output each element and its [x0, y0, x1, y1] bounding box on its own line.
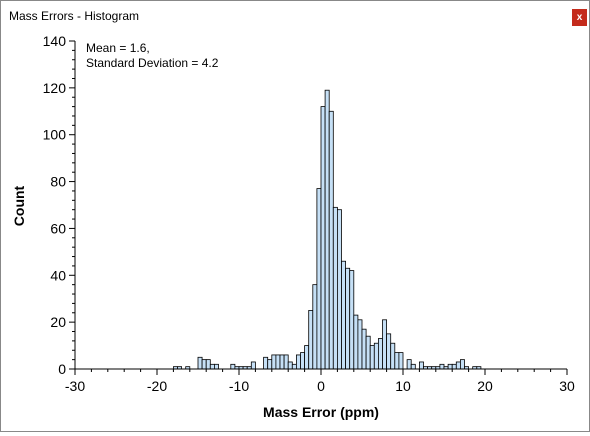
close-button[interactable]: x — [572, 9, 587, 26]
histogram-bar — [365, 335, 371, 370]
histogram-bar — [332, 206, 338, 370]
histogram-bar — [197, 356, 203, 370]
histogram-bar — [308, 310, 314, 370]
x-tick-label: -20 — [147, 378, 167, 394]
x-tick-label: -10 — [229, 378, 249, 394]
histogram-bar — [201, 359, 207, 370]
histogram-bar — [382, 319, 387, 370]
x-axis-label: Mass Error (ppm) — [263, 404, 379, 420]
title-bar[interactable]: Mass Errors - Histogram x — [1, 1, 589, 32]
histogram-bar — [304, 345, 310, 370]
histogram-bar — [312, 284, 318, 370]
histogram-bar — [357, 319, 363, 370]
y-tick-label: 20 — [50, 314, 66, 330]
histogram-bar — [418, 361, 424, 370]
histogram-bar — [390, 342, 396, 370]
histogram-bar — [353, 314, 359, 370]
histogram-bar — [275, 354, 281, 370]
histogram-bar — [459, 359, 465, 370]
histogram-bar — [386, 333, 392, 370]
histogram-bar — [341, 260, 346, 370]
histogram-bar — [398, 352, 404, 370]
window-title: Mass Errors - Histogram — [9, 9, 140, 23]
histogram-bar — [267, 359, 273, 370]
histogram-bar — [213, 363, 219, 370]
histogram-bar — [287, 361, 293, 370]
histogram-chart: -30 -20 -10 0 10 20 30 0 20 40 60 80 100 120 140 Mean … — [11, 33, 575, 420]
histogram-bar — [271, 354, 277, 370]
histogram-bar — [320, 106, 326, 370]
histogram-bar — [373, 342, 379, 370]
histogram-bar — [300, 352, 305, 370]
y-tick-label: 100 — [43, 127, 67, 143]
histogram-bar — [410, 363, 416, 370]
x-tick-label: 20 — [477, 378, 493, 394]
histogram-bar — [279, 354, 285, 370]
histogram-bar — [406, 359, 412, 370]
histogram-bar — [250, 361, 256, 370]
histogram-bar — [451, 363, 457, 370]
histogram-bar — [283, 354, 289, 370]
histogram-bar — [349, 270, 355, 370]
x-tick-label: 0 — [317, 378, 325, 394]
histogram-bar — [328, 110, 334, 370]
histogram-bar — [447, 363, 453, 370]
histogram-bar — [369, 345, 375, 370]
y-tick-label: 120 — [43, 80, 67, 96]
y-axis-label: Count — [11, 185, 27, 226]
chart-area: -30 -20 -10 0 10 20 30 0 20 40 60 80 100 120 140 Mean … — [1, 32, 589, 431]
y-tick-label: 40 — [50, 267, 66, 283]
histogram-bar — [230, 363, 236, 370]
histogram-bar — [324, 89, 330, 370]
histogram-bar — [394, 352, 400, 370]
histogram-bar — [209, 363, 215, 370]
histogram-bar — [455, 361, 461, 370]
histogram-bar — [205, 359, 211, 370]
x-tick-label: -30 — [65, 378, 85, 394]
histogram-bar — [361, 328, 367, 370]
histogram-bar — [291, 363, 297, 370]
histogram-bar — [263, 356, 269, 370]
x-tick-label: 30 — [559, 378, 575, 394]
histogram-bar — [439, 363, 445, 370]
annotation-mean: Mean = 1.6, — [86, 41, 150, 55]
histogram-bar — [377, 338, 383, 370]
y-tick-label: 60 — [50, 220, 66, 236]
x-tick-label: 10 — [395, 378, 411, 394]
histogram-bar — [295, 354, 301, 370]
chart-axes: -30 -20 -10 0 10 20 30 0 20 40 60 80 100 120 140 — [43, 33, 575, 394]
histogram-bars — [172, 89, 482, 370]
y-tick-label: 140 — [43, 33, 67, 49]
histogram-bar — [345, 267, 351, 370]
y-tick-label: 0 — [58, 361, 66, 377]
annotation-std-dev: Standard Deviation = 4.2 — [86, 56, 219, 70]
histogram-bar — [336, 209, 342, 370]
y-tick-label: 80 — [50, 174, 66, 190]
histogram-bar — [316, 188, 322, 370]
